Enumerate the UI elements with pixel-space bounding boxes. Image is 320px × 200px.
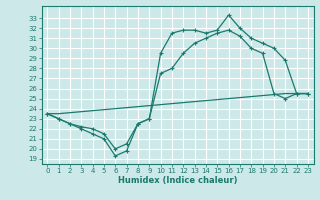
X-axis label: Humidex (Indice chaleur): Humidex (Indice chaleur) [118, 176, 237, 185]
